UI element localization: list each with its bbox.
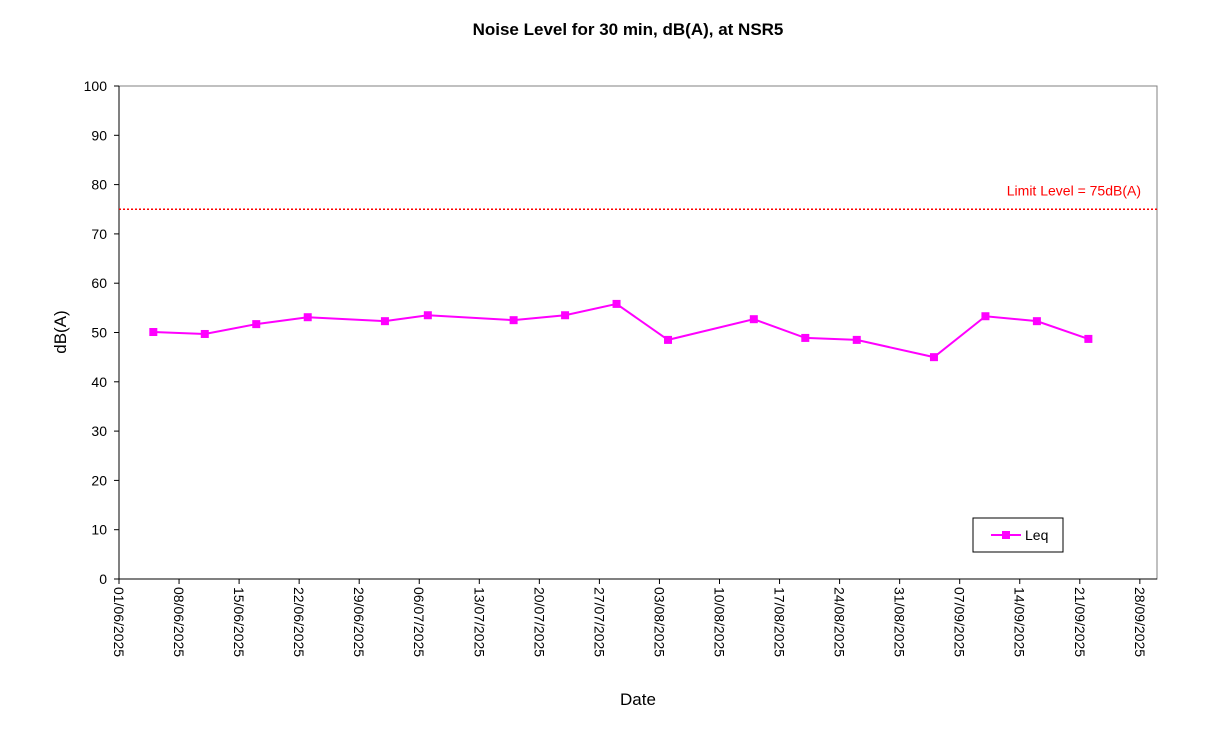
y-axis-label: dB(A)	[51, 310, 70, 353]
plot-area	[118, 85, 1158, 580]
limit-label: Limit Level = 75dB(A)	[1007, 182, 1141, 198]
chart-title: Noise Level for 30 min, dB(A), at NSR5	[473, 20, 784, 39]
data-point	[380, 317, 389, 326]
y-tick-label: 70	[91, 226, 107, 242]
x-tick-label: 31/08/2025	[892, 587, 908, 657]
data-point	[612, 299, 621, 308]
data-point	[1084, 334, 1093, 343]
x-tick-label: 06/07/2025	[411, 587, 427, 657]
x-tick-label: 14/09/2025	[1012, 587, 1028, 657]
x-tick-label: 03/08/2025	[651, 587, 667, 657]
y-tick-label: 90	[91, 127, 107, 143]
x-tick-label: 20/07/2025	[531, 587, 547, 657]
x-tick-label: 21/09/2025	[1072, 587, 1088, 657]
y-tick-label: 0	[99, 571, 107, 587]
y-tick-label: 100	[84, 78, 108, 94]
data-point	[200, 329, 209, 338]
legend: Leq	[972, 517, 1064, 553]
y-tick-label: 60	[91, 275, 107, 291]
y-tick-label: 80	[91, 177, 107, 193]
data-point	[664, 335, 673, 344]
x-tick-label: 15/06/2025	[231, 587, 247, 657]
data-point	[1032, 317, 1041, 326]
legend-marker-leq	[1002, 531, 1010, 539]
legend-box	[972, 517, 1064, 553]
data-point	[252, 320, 261, 329]
data-point	[981, 312, 990, 321]
data-point	[509, 316, 518, 325]
data-point	[423, 311, 432, 320]
x-tick-label: 24/08/2025	[832, 587, 848, 657]
y-tick-label: 50	[91, 325, 107, 341]
x-tick-label: 17/08/2025	[772, 587, 788, 657]
x-tick-label: 08/06/2025	[171, 587, 187, 657]
data-point	[852, 335, 861, 344]
data-point	[749, 315, 758, 324]
data-point	[561, 311, 570, 320]
data-point	[929, 353, 938, 362]
x-tick-label: 28/09/2025	[1132, 587, 1148, 657]
x-tick-label: 29/06/2025	[351, 587, 367, 657]
x-tick-label: 07/09/2025	[952, 587, 968, 657]
data-point	[801, 333, 810, 342]
y-tick-label: 20	[91, 472, 107, 488]
x-tick-label: 27/07/2025	[591, 587, 607, 657]
x-axis-label: Date	[620, 690, 656, 709]
x-tick-label: 01/06/2025	[111, 587, 127, 657]
y-tick-label: 40	[91, 374, 107, 390]
legend-label-leq: Leq	[1025, 527, 1048, 543]
data-point	[303, 313, 312, 322]
data-point	[149, 328, 158, 337]
y-tick-label: 10	[91, 522, 107, 538]
x-tick-label: 10/08/2025	[711, 587, 727, 657]
x-tick-label: 13/07/2025	[471, 587, 487, 657]
y-tick-label: 30	[91, 423, 107, 439]
x-tick-label: 22/06/2025	[291, 587, 307, 657]
